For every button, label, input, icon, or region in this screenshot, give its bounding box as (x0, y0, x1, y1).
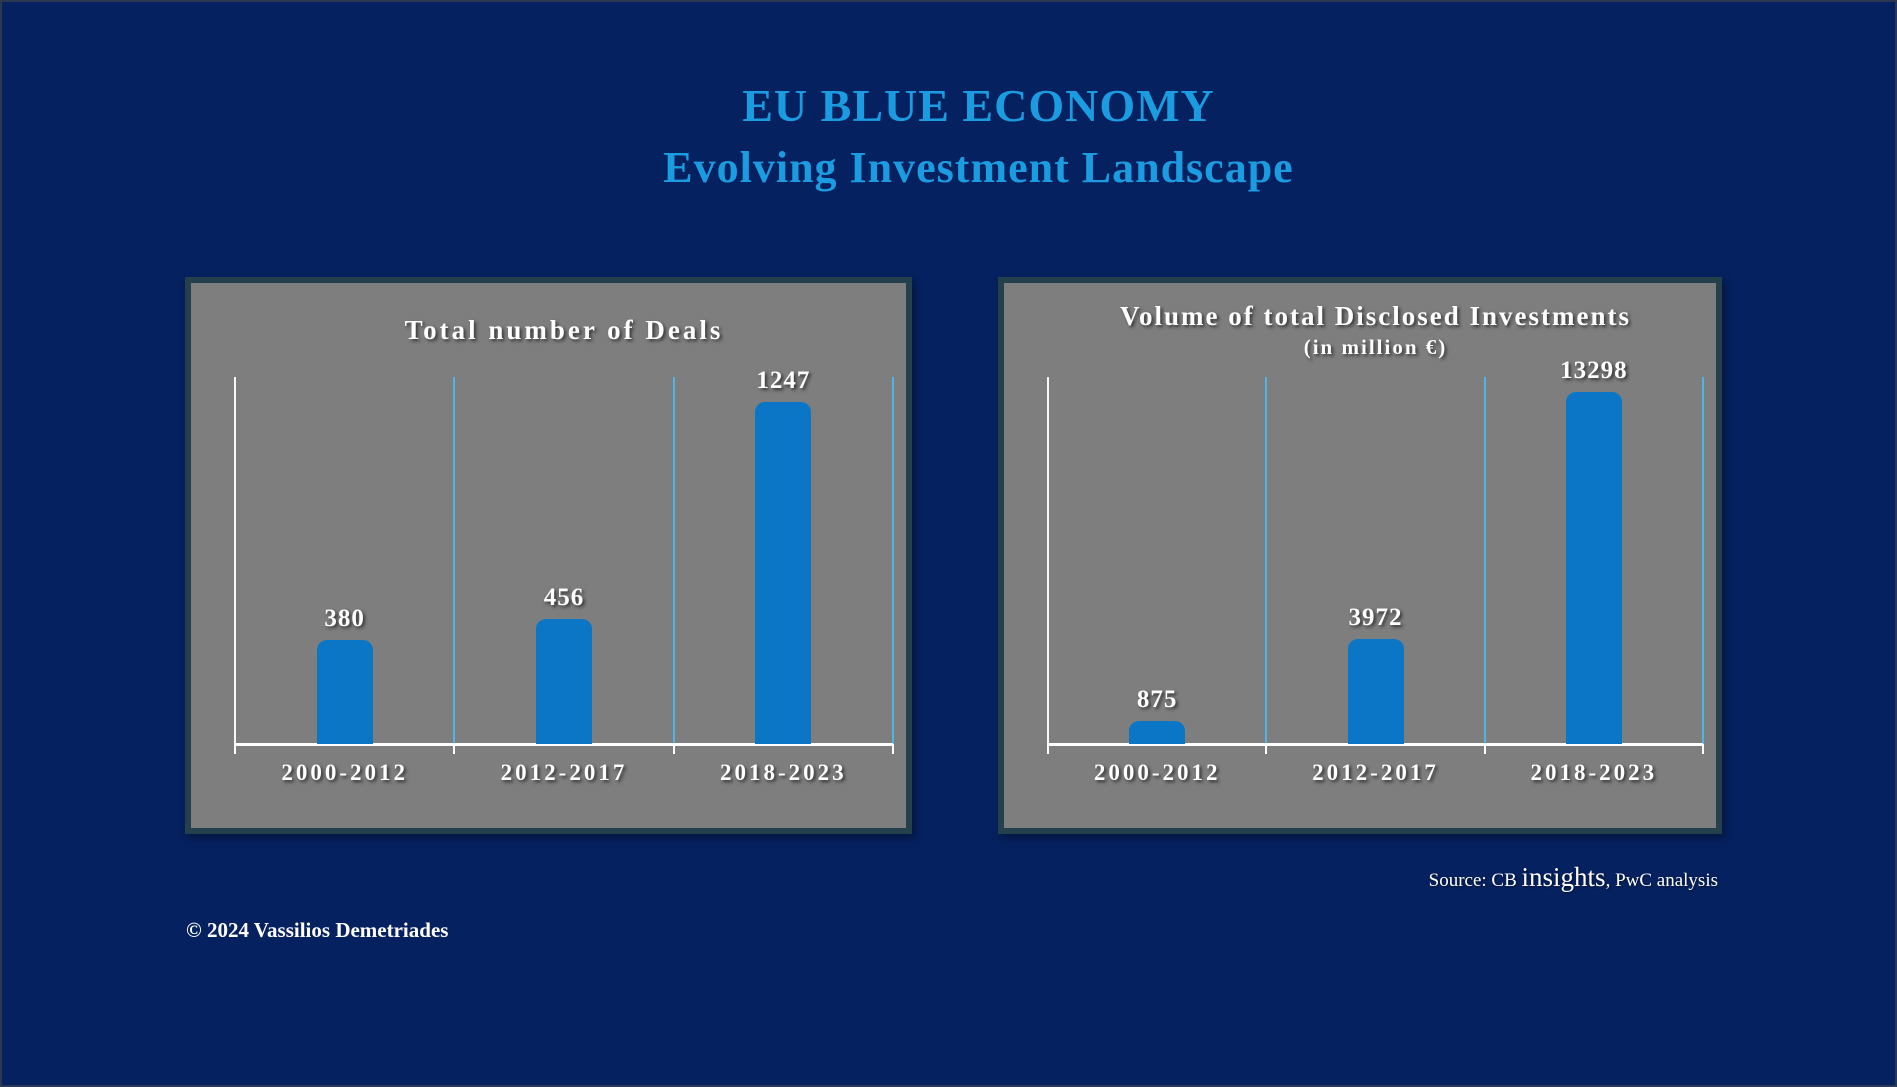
bar (1129, 721, 1186, 744)
chart-title-investments: Volume of total Disclosed Investments (1120, 301, 1631, 331)
bar (1347, 639, 1404, 744)
bar (1565, 392, 1622, 744)
x-axis-label: 2018-2023 (719, 760, 847, 785)
plot-area-investments: 875 2000-2012 3972 2012-2017 13298 2018-2023 (1047, 357, 1704, 785)
main-title-line-2: Evolving Investment Landscape (663, 143, 1294, 192)
x-axis-label: 2000-2012 (281, 760, 408, 785)
bar-value-label: 875 (1136, 686, 1178, 713)
chart-panel-investments: Volume of total Disclosed Investments (i… (998, 277, 1722, 834)
plot-area-deals: 380 2000-2012 456 2012-2017 1247 2018-2023 (234, 367, 894, 785)
bar-value-label: 3972 (1348, 604, 1403, 631)
axis-tick (234, 744, 236, 754)
x-axis-line (1048, 743, 1703, 746)
source-suffix: , PwC analysis (1605, 870, 1718, 891)
gridline (1483, 377, 1486, 744)
axis-tick (1047, 744, 1049, 754)
bar-value-label: 13298 (1560, 357, 1628, 384)
source-brand: insights (1521, 862, 1606, 892)
axis-tick (892, 744, 894, 754)
bar-value-label: 380 (324, 605, 365, 632)
gridline (892, 377, 894, 744)
x-axis-label: 2000-2012 (1093, 760, 1221, 785)
axis-tick (1483, 744, 1486, 754)
gridline (1265, 377, 1268, 744)
main-title: EU BLUE ECONOMY Evolving Investment Land… (32, 76, 1895, 200)
gridline (453, 377, 456, 744)
gridline (1702, 377, 1704, 744)
bar-value-label: 456 (543, 584, 585, 611)
bar (755, 402, 812, 744)
x-axis-label: 2012-2017 (500, 760, 628, 785)
axis-tick (1702, 744, 1704, 754)
y-axis-line (234, 377, 236, 744)
gridline (672, 377, 675, 744)
chart-subtitle-investments: (in million €) (1303, 335, 1448, 359)
main-title-line-1: EU BLUE ECONOMY (742, 80, 1215, 131)
bar (316, 640, 373, 744)
axis-tick (672, 744, 675, 754)
bar-value-label: 1247 (756, 367, 811, 394)
x-axis-line (235, 743, 893, 746)
source-prefix: Source: CB (1428, 870, 1522, 891)
chart-title-deals: Total number of Deals (404, 315, 724, 345)
source-note: Source: CB insights, PwC analysis (1429, 862, 1718, 893)
copyright-note: © 2024 Vassilios Demetriades (186, 918, 449, 942)
x-axis-label: 2018-2023 (1530, 760, 1658, 785)
axis-tick (453, 744, 456, 754)
bar (536, 619, 592, 744)
x-axis-label: 2012-2017 (1312, 760, 1439, 785)
chart-panel-deals: Total number of Deals 380 2000-2012 456 201… (185, 277, 912, 834)
y-axis-line (1047, 377, 1049, 744)
axis-tick (1265, 744, 1268, 754)
